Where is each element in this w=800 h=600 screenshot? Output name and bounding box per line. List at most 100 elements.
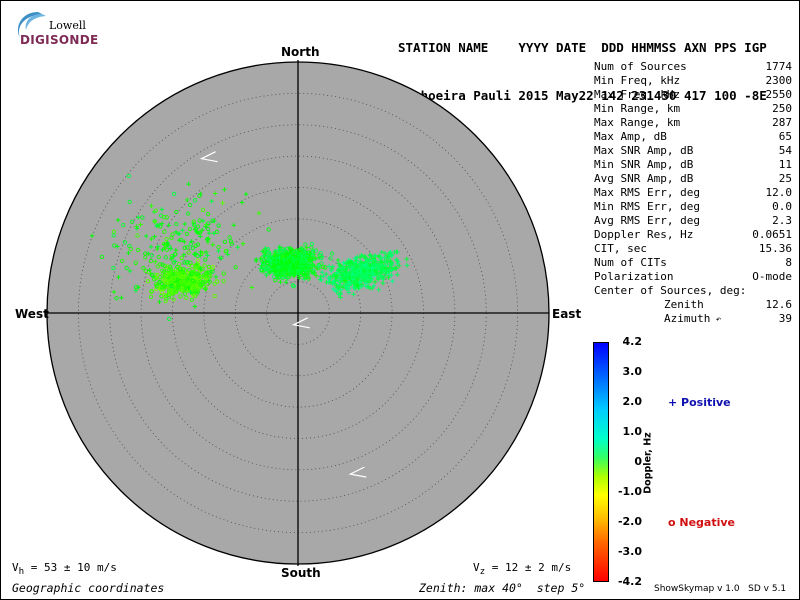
positive-source-mark bbox=[352, 264, 357, 270]
negative-source-mark bbox=[190, 278, 195, 283]
positive-source-mark bbox=[366, 268, 372, 274]
negative-source-mark bbox=[143, 268, 148, 274]
negative-source-mark bbox=[228, 239, 234, 244]
negative-source-mark bbox=[182, 245, 187, 250]
stat-row: Num of CITs 8 bbox=[594, 256, 792, 270]
positive-source-mark bbox=[235, 245, 240, 250]
positive-source-mark bbox=[363, 256, 368, 261]
positive-source-mark bbox=[375, 275, 380, 281]
positive-source-mark bbox=[367, 252, 373, 258]
negative-source-mark bbox=[278, 261, 283, 266]
positive-source-mark bbox=[351, 261, 356, 266]
colorbar-tick-label: 0 bbox=[634, 455, 642, 468]
negative-source-mark bbox=[188, 278, 194, 284]
positive-source-mark bbox=[286, 257, 292, 263]
negative-source-mark bbox=[280, 266, 285, 271]
positive-source-mark bbox=[331, 272, 336, 278]
negative-source-mark bbox=[221, 279, 226, 284]
stat-label: Min RMS Err, deg bbox=[594, 200, 700, 213]
positive-source-mark bbox=[318, 274, 323, 279]
negative-source-mark bbox=[279, 248, 284, 253]
stat-row: Avg RMS Err, deg 2.3 bbox=[594, 214, 792, 228]
positive-source-mark bbox=[198, 191, 203, 197]
positive-source-mark bbox=[387, 250, 392, 256]
colorbar-tick-label: -3.0 bbox=[617, 545, 642, 558]
negative-source-mark bbox=[301, 270, 306, 276]
negative-source-mark bbox=[157, 279, 162, 285]
negative-source-mark bbox=[179, 280, 184, 285]
positive-source-mark bbox=[334, 270, 340, 275]
positive-source-mark bbox=[213, 274, 219, 280]
positive-source-mark bbox=[372, 253, 377, 259]
positive-source-mark bbox=[346, 281, 352, 286]
stat-value: 2.3 bbox=[772, 214, 792, 227]
center-zenith: Zenith 12.6 bbox=[594, 298, 792, 312]
positive-source-mark bbox=[338, 280, 343, 285]
positive-source-mark bbox=[331, 286, 336, 292]
positive-source-mark bbox=[404, 263, 410, 268]
positive-source-mark bbox=[361, 277, 367, 283]
positive-source-mark bbox=[177, 238, 182, 243]
stat-row: Min SNR Amp, dB 11 bbox=[594, 158, 792, 172]
positive-source-mark bbox=[277, 255, 282, 260]
positive-source-mark bbox=[346, 290, 352, 295]
positive-source-mark bbox=[378, 272, 384, 278]
positive-source-mark bbox=[154, 246, 160, 252]
negative-source-mark bbox=[171, 297, 176, 302]
negative-source-mark bbox=[148, 258, 154, 264]
positive-source-mark bbox=[283, 260, 289, 265]
compass-east: East bbox=[552, 307, 582, 321]
positive-source-mark bbox=[276, 271, 281, 276]
negative-source-mark bbox=[148, 294, 154, 300]
positive-source-mark bbox=[204, 249, 209, 255]
positive-source-mark bbox=[377, 263, 383, 268]
positive-source-mark bbox=[89, 233, 95, 239]
positive-source-mark bbox=[260, 266, 265, 271]
negative-source-mark bbox=[288, 246, 293, 251]
positive-source-mark bbox=[148, 244, 154, 250]
positive-source-mark bbox=[388, 253, 394, 258]
negative-source-mark bbox=[303, 261, 308, 266]
negative-source-mark bbox=[195, 258, 200, 263]
negative-source-mark bbox=[303, 263, 308, 269]
negative-source-mark bbox=[120, 258, 125, 264]
negative-source-mark bbox=[204, 276, 209, 282]
positive-source-mark bbox=[354, 258, 359, 263]
negative-source-mark bbox=[135, 247, 141, 253]
positive-source-mark bbox=[196, 230, 202, 236]
negative-source-mark bbox=[145, 279, 151, 284]
positive-source-mark bbox=[336, 267, 341, 272]
positive-source-mark bbox=[358, 260, 363, 266]
positive-source-mark bbox=[319, 270, 325, 275]
arrow-s bbox=[348, 466, 367, 478]
negative-source-mark bbox=[160, 285, 165, 290]
negative-source-mark bbox=[158, 262, 163, 267]
positive-source-mark bbox=[258, 256, 264, 261]
stat-row: Max SNR Amp, dB 54 bbox=[594, 144, 792, 158]
positive-source-mark bbox=[116, 275, 121, 280]
negative-source-mark bbox=[169, 283, 174, 289]
stat-row: Min Range, km 250 bbox=[594, 102, 792, 116]
positive-source-mark bbox=[351, 277, 356, 282]
positive-source-mark bbox=[144, 233, 149, 239]
negative-source-mark bbox=[294, 260, 300, 265]
positive-source-mark bbox=[181, 252, 187, 258]
negative-source-mark bbox=[185, 245, 190, 250]
positive-source-mark bbox=[303, 258, 309, 264]
positive-source-mark bbox=[328, 280, 334, 285]
positive-source-mark bbox=[299, 246, 304, 252]
arrow-center bbox=[291, 317, 310, 329]
stat-row: Max Freq, kHz 2550 bbox=[594, 88, 792, 102]
negative-source-mark bbox=[318, 250, 323, 256]
negative-source-mark bbox=[180, 274, 185, 279]
negative-source-mark bbox=[181, 267, 186, 272]
negative-source-mark bbox=[153, 282, 159, 287]
negative-source-mark bbox=[140, 215, 145, 220]
stat-row: Max Amp, dB 65 bbox=[594, 130, 792, 144]
negative-source-mark bbox=[155, 264, 160, 269]
negative-source-mark bbox=[306, 276, 311, 281]
negative-source-mark bbox=[161, 214, 167, 220]
negative-source-mark bbox=[190, 245, 195, 251]
positive-source-mark bbox=[336, 261, 342, 266]
negative-source-mark bbox=[191, 219, 196, 224]
